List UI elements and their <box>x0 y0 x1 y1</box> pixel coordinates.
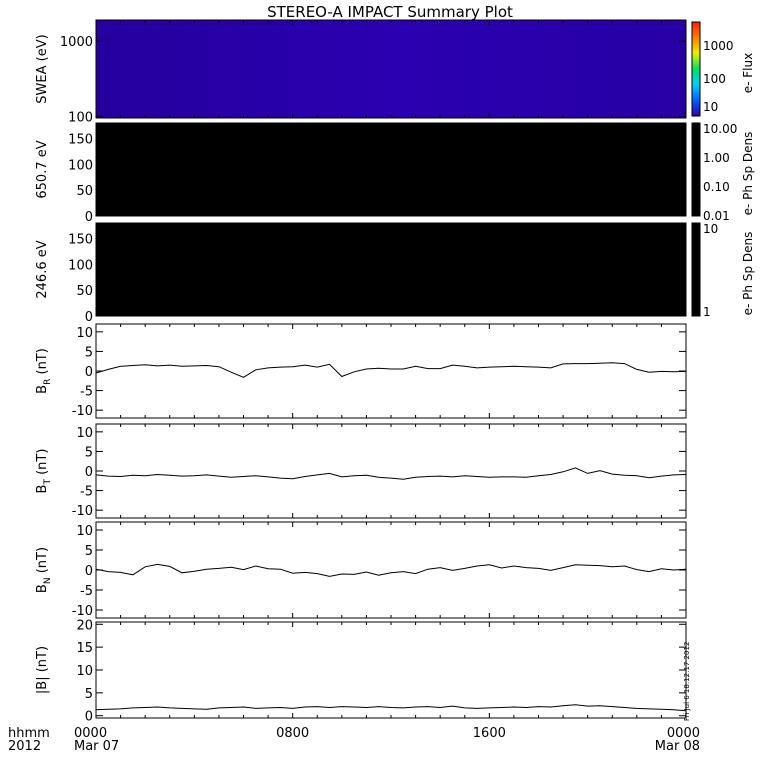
y-tick-label: 50 <box>76 184 93 199</box>
y-tick-label: 10 <box>76 664 93 679</box>
y-tick-label: 0 <box>85 465 93 480</box>
spectrogram-shading <box>96 20 686 118</box>
colorbar-tick-label: 10.00 <box>703 122 737 136</box>
panel-frame <box>95 621 687 719</box>
y-axis-label: 650.7 eV <box>35 140 50 198</box>
footer-year: 2012 <box>8 739 41 754</box>
y-tick-label: 100 <box>68 158 93 173</box>
pad-image <box>96 123 686 216</box>
panel-bn: 10 5 0 -5 -10 BN (nT) <box>35 521 687 619</box>
colorbar-tick-label: 10 <box>703 222 718 236</box>
y-axis-label: BR (nT) <box>35 348 53 394</box>
footer-hhmm: hhmm <box>8 726 50 741</box>
y-tick-label: 15 <box>76 641 93 656</box>
colorbar-tick-label: 100 <box>703 72 726 86</box>
y-tick-label: 5 <box>85 687 93 702</box>
colorbar-tick-label: 1 <box>703 305 711 319</box>
trace-bn <box>95 563 687 577</box>
pad-image <box>96 223 686 316</box>
y-tick-label: -5 <box>80 485 93 500</box>
panel-frame <box>95 323 687 419</box>
y-tick-label: -10 <box>72 604 93 619</box>
x-tick-label: 0000 <box>667 726 700 741</box>
spectrogram-high-energy-band <box>96 20 336 36</box>
colorbar-tick-label: 10 <box>703 100 718 114</box>
panel-pad246: 10 1 e- Ph Sp Dens 150 100 50 0 246.6 eV <box>35 222 755 325</box>
x-tick-date: Mar 07 <box>74 739 119 754</box>
x-tick-label: 0000 <box>74 726 107 741</box>
trace-bmag <box>95 704 687 712</box>
trace-bt <box>95 467 687 480</box>
y-tick-label: 100 <box>68 110 93 125</box>
x-tick-label: 1600 <box>473 726 506 741</box>
y-tick-label: 10 <box>76 426 93 441</box>
colorbar-pad650 <box>691 122 701 217</box>
y-tick-label: -5 <box>80 584 93 599</box>
colorbar-tick-label: 1.00 <box>703 151 730 165</box>
x-tick-date: Mar 08 <box>655 739 700 754</box>
y-tick-label: 150 <box>68 233 93 248</box>
y-tick-label: 0 <box>85 710 93 725</box>
panel-frame <box>95 521 687 619</box>
y-tick-label: 100 <box>68 258 93 273</box>
colorbar-tick-label: 0.10 <box>703 180 730 194</box>
trace-br <box>95 362 687 378</box>
y-axis-label: SWEA (eV) <box>35 34 50 103</box>
panel-br: 10 5 0 -5 -10 BR (nT) <box>35 323 687 419</box>
colorbar-label: e- Ph Sp Dens <box>741 132 755 216</box>
y-tick-label: 5 <box>85 345 93 360</box>
y-tick-label: 0 <box>85 210 93 225</box>
y-axis-label: 246.6 eV <box>35 240 50 298</box>
y-tick-label: 150 <box>68 133 93 148</box>
colorbar-swea <box>691 21 701 117</box>
colorbar-pad246 <box>691 222 701 317</box>
y-axis-label: BN (nT) <box>35 547 53 593</box>
y-tick-label: 10 <box>76 524 93 539</box>
y-tick-label: 0 <box>85 310 93 325</box>
y-tick-label: 5 <box>85 544 93 559</box>
y-tick-label: 0 <box>85 564 93 579</box>
y-tick-label: 5 <box>85 445 93 460</box>
y-tick-label: 50 <box>76 284 93 299</box>
y-axis-label: BT (nT) <box>35 449 53 494</box>
panel-bmag: 20 15 10 5 0 |B| (nT) <box>35 618 687 725</box>
y-tick-label: 0 <box>85 365 93 380</box>
y-tick-label: -10 <box>72 504 93 519</box>
panel-bt: 10 5 0 -5 -10 BT (nT) <box>35 423 687 519</box>
y-tick-label: 1000 <box>60 35 93 50</box>
colorbar-label: e- Flux <box>741 53 755 93</box>
y-tick-label: -10 <box>72 404 93 419</box>
x-tick-label: 0800 <box>276 726 309 741</box>
y-tick-label: 10 <box>76 326 93 341</box>
plot-title: STEREO-A IMPACT Summary Plot <box>267 3 513 21</box>
y-tick-label: -5 <box>80 385 93 400</box>
colorbar-tick-label: 0.01 <box>703 209 730 223</box>
y-axis-label: |B| (nT) <box>35 646 50 694</box>
panel-pad650: 10.00 1.00 0.10 0.01 e- Ph Sp Dens 150 100 50 0 6… <box>35 122 755 225</box>
colorbar-label: e- Ph Sp Dens <box>741 232 755 316</box>
colorbar-tick-label: 1000 <box>703 39 734 53</box>
timestamp-stamp: Fri Jul 6 18:12:17 2012 <box>683 642 691 721</box>
y-tick-label: 20 <box>76 618 93 633</box>
panel-swea: 1000 100 10 e- Flux 1000 100 SWEA (eV) <box>35 19 755 125</box>
